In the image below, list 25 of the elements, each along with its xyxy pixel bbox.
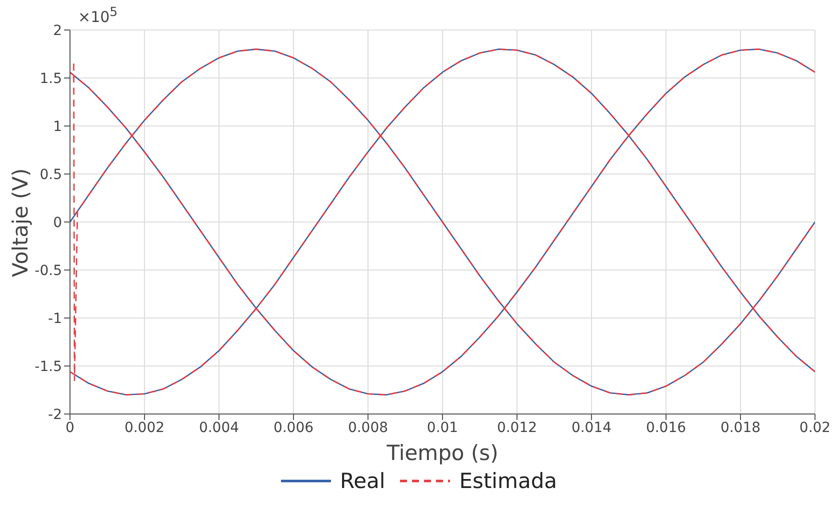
legend-label: Real (340, 469, 386, 493)
y-tick-label: 1 (53, 118, 62, 135)
x-tick-label: 0 (66, 420, 74, 436)
text: ×10$^{5}$ (78, 4, 118, 26)
x-tick-label: 0.02 (799, 420, 831, 436)
y-tick-label: -1 (48, 310, 62, 327)
y-axis-title: Voltaje (V) (8, 168, 32, 277)
x-axis-title: Tiempo (s) (386, 441, 498, 465)
y-tick-label: -0.5 (34, 262, 62, 279)
y-tick-label: 1.5 (40, 70, 62, 87)
x-tick-label: 0.01 (426, 420, 458, 436)
x-tick-label: 0.012 (496, 420, 538, 436)
y-tick-label: 0.5 (40, 166, 62, 183)
x-tick-label: 0.006 (273, 420, 314, 436)
y-tick-label: -2 (48, 406, 62, 423)
x-tick-label: 0.004 (198, 420, 240, 436)
y-tick-label: -1.5 (34, 358, 62, 375)
x-tick-label: 0.018 (720, 420, 761, 436)
x-tick-label: 0.002 (124, 420, 165, 436)
x-tick-label: 0.014 (571, 420, 612, 436)
legend-label: Estimada (459, 469, 558, 493)
y-tick-label: 0 (53, 214, 62, 231)
x-tick-label: 0.016 (646, 420, 686, 436)
y-tick-label: 2 (53, 22, 62, 39)
x-tick-label: 0.008 (348, 420, 388, 436)
